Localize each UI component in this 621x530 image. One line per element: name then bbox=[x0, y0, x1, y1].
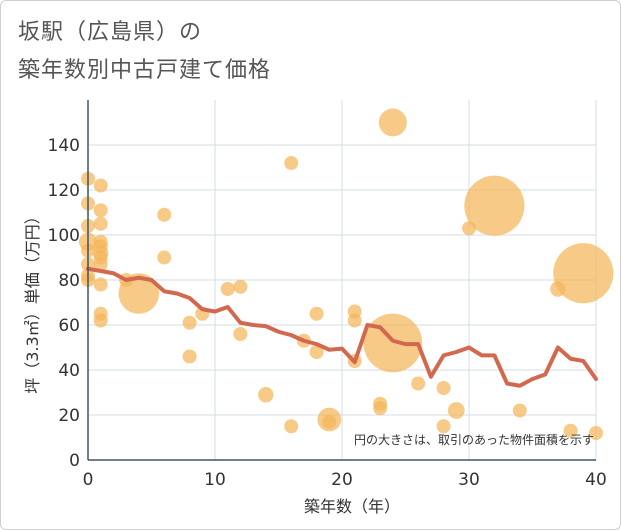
data-point bbox=[284, 156, 299, 170]
y-axis-label: 坪（3.3㎡）単価（万円） bbox=[23, 208, 42, 393]
y-tick-label: 0 bbox=[69, 451, 80, 471]
y-tick-label: 40 bbox=[58, 361, 80, 381]
data-point bbox=[157, 207, 172, 222]
data-point bbox=[233, 327, 248, 341]
data-point bbox=[157, 250, 172, 265]
trend-line-group bbox=[86, 266, 598, 388]
data-point bbox=[464, 175, 525, 236]
data-point bbox=[93, 313, 108, 328]
data-point bbox=[378, 108, 407, 137]
x-tick-label: 20 bbox=[331, 470, 353, 490]
x-tick-label: 30 bbox=[458, 470, 480, 490]
data-point bbox=[233, 279, 248, 294]
y-tick-label: 120 bbox=[48, 181, 80, 201]
size-legend-note: 円の大きさは、取引のあった物件面積を示す bbox=[354, 432, 594, 447]
data-point bbox=[322, 414, 337, 429]
data-point bbox=[93, 178, 108, 193]
x-tick-label: 10 bbox=[204, 470, 226, 490]
chart-title-line1: 坂駅（広島県）の bbox=[18, 20, 203, 45]
y-tick-label: 140 bbox=[48, 136, 80, 156]
data-point bbox=[447, 402, 465, 419]
x-axis-label: 築年数（年） bbox=[304, 497, 400, 516]
axes bbox=[87, 100, 596, 461]
data-point bbox=[93, 203, 108, 218]
data-point bbox=[309, 306, 324, 321]
data-point bbox=[93, 257, 108, 272]
data-point bbox=[182, 315, 197, 330]
x-tick-label: 40 bbox=[585, 470, 607, 490]
data-point bbox=[436, 419, 451, 434]
data-point bbox=[284, 419, 299, 434]
data-point bbox=[93, 216, 108, 231]
average-price-line bbox=[86, 266, 598, 388]
data-point bbox=[258, 387, 274, 403]
y-tick-label: 80 bbox=[58, 271, 80, 291]
y-tick-label: 60 bbox=[58, 316, 80, 336]
data-point bbox=[411, 376, 426, 391]
data-point bbox=[563, 423, 578, 438]
x-tick-label: 0 bbox=[83, 470, 94, 490]
data-point bbox=[309, 345, 324, 359]
tick-labels: 0 20 40 60 80 100 120 140 0 10 20 30 40 bbox=[48, 136, 607, 490]
data-point bbox=[182, 349, 197, 364]
data-point bbox=[93, 277, 108, 292]
data-point bbox=[436, 381, 451, 395]
data-point bbox=[512, 403, 527, 418]
chart-title: 坂駅（広島県）の 築年数別中古戸建て価格 bbox=[18, 14, 271, 90]
data-point bbox=[553, 243, 614, 304]
data-point bbox=[589, 426, 603, 440]
data-point bbox=[118, 273, 160, 314]
bubbles bbox=[78, 108, 614, 440]
chart-title-line2: 築年数別中古戸建て価格 bbox=[18, 58, 272, 83]
y-tick-label: 100 bbox=[48, 226, 80, 246]
data-point bbox=[220, 282, 235, 296]
y-tick-label: 20 bbox=[58, 406, 80, 426]
data-point bbox=[347, 313, 362, 328]
data-point bbox=[373, 401, 388, 416]
